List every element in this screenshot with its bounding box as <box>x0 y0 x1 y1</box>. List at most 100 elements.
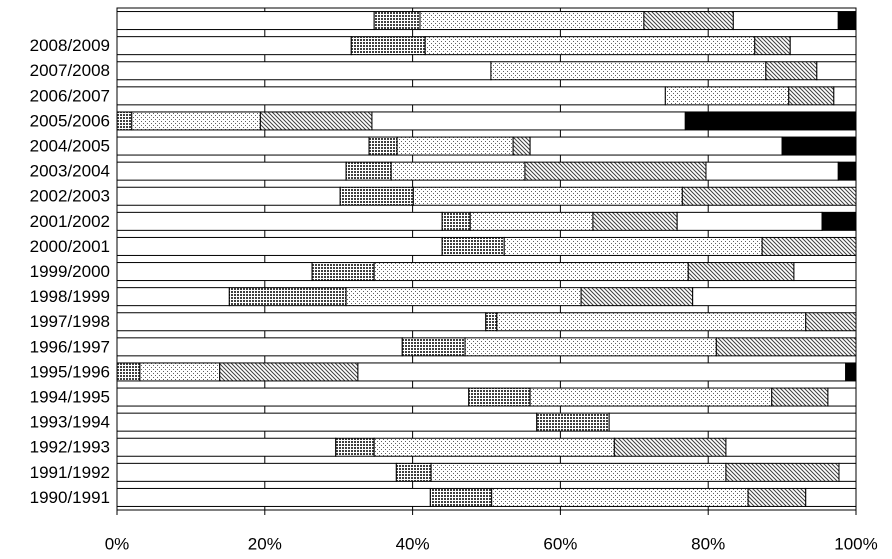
bar-segment <box>139 362 221 382</box>
bar-segment <box>485 312 498 332</box>
y-tick-label: 1998/1999 <box>30 287 110 306</box>
bar-segment <box>401 337 466 357</box>
y-tick-label: 2008/2009 <box>30 36 110 55</box>
bar-segment <box>116 111 133 131</box>
bar-segment <box>311 262 375 282</box>
bar-segment <box>131 111 261 131</box>
bar-segment <box>788 86 835 106</box>
y-tick-label: 2003/2004 <box>30 162 110 181</box>
bar-segment <box>805 312 857 332</box>
x-tick-label: 100% <box>834 534 877 553</box>
bar-segment <box>491 487 749 507</box>
bar-segment <box>116 312 487 332</box>
bar-segment <box>715 337 857 357</box>
x-tick-label: 20% <box>248 534 282 553</box>
bar-segment <box>816 61 857 81</box>
bar-segment <box>116 136 370 156</box>
bar-segment <box>430 462 727 482</box>
bar-segment <box>345 161 392 181</box>
bar-segment <box>490 61 767 81</box>
bar-segment <box>821 211 857 231</box>
x-tick-label: 60% <box>543 534 577 553</box>
bar-segment <box>676 211 823 231</box>
bar-segment <box>395 462 432 482</box>
bar-segment <box>580 287 694 307</box>
bar-segment <box>837 161 857 181</box>
x-tick-label: 40% <box>396 534 430 553</box>
bar-segment <box>664 86 790 106</box>
bar-segment <box>412 186 683 206</box>
bar-segment <box>259 111 373 131</box>
y-tick-label: 1999/2000 <box>30 262 110 281</box>
bar-segment <box>116 437 337 457</box>
x-tick-label: 0% <box>105 534 130 553</box>
bar-segment <box>845 362 857 382</box>
y-tick-label: 1993/1994 <box>30 413 110 432</box>
bar-segment <box>339 186 414 206</box>
bar-segment <box>643 11 734 31</box>
bar-segment <box>681 186 857 206</box>
bar-segment <box>350 36 426 56</box>
bar-segment <box>429 487 493 507</box>
bar-segment <box>592 211 678 231</box>
y-tick-label: 2005/2006 <box>30 111 110 130</box>
y-tick-label: 2004/2005 <box>30 137 110 156</box>
y-tick-label: 1990/1991 <box>30 488 110 507</box>
x-tick-label: 80% <box>691 534 725 553</box>
bar-segment <box>781 136 857 156</box>
bar-segment <box>732 11 839 31</box>
y-tick-label: 2002/2003 <box>30 187 110 206</box>
bar-segment <box>793 262 857 282</box>
bar-segment <box>805 487 857 507</box>
bar-segment <box>116 61 492 81</box>
bar-segment <box>419 11 645 31</box>
bar-segment <box>116 412 538 432</box>
bar-segment <box>529 387 773 407</box>
bar-segment <box>116 462 397 482</box>
y-tick-label: 1991/1992 <box>30 463 110 482</box>
bar-segment <box>761 236 857 256</box>
bar-segment <box>116 211 443 231</box>
bar-segment <box>116 11 375 31</box>
bar-segment <box>464 337 717 357</box>
bar-segment <box>116 387 470 407</box>
bar-segment <box>116 86 666 106</box>
bar-segment <box>613 437 727 457</box>
bar-segment <box>345 287 582 307</box>
bar-segment <box>116 362 141 382</box>
bar-segment <box>116 186 341 206</box>
bar-segment <box>837 11 857 31</box>
bar-segment <box>371 111 686 131</box>
y-tick-label: 1994/1995 <box>30 388 110 407</box>
bar-segment <box>335 437 375 457</box>
plot-frame <box>116 7 857 511</box>
bar-segment <box>512 136 531 156</box>
bar-segment <box>705 161 839 181</box>
bar-segment <box>373 262 689 282</box>
y-tick-label: 2001/2002 <box>30 212 110 231</box>
y-tick-label: 1997/1998 <box>30 312 110 331</box>
bar-segment <box>116 487 431 507</box>
bar-segment <box>390 161 526 181</box>
bar-segment <box>396 136 514 156</box>
bar-segment <box>441 236 505 256</box>
bar-segment <box>469 211 594 231</box>
y-tick-label: 2007/2008 <box>30 61 110 80</box>
bar-segment <box>468 387 531 407</box>
bar-segment <box>116 236 443 256</box>
bar-segment <box>529 136 783 156</box>
bar-segment <box>536 412 610 432</box>
y-tick-label: 2000/2001 <box>30 237 110 256</box>
bar-segment <box>116 262 313 282</box>
y-tick-label: 1995/1996 <box>30 362 110 381</box>
bar-segment <box>833 86 857 106</box>
bar-segment <box>228 287 347 307</box>
bar-segment <box>827 387 857 407</box>
bar-segment <box>692 287 857 307</box>
bar-segment <box>219 362 359 382</box>
bar-segment <box>116 161 347 181</box>
bar-segment <box>116 36 352 56</box>
bar-segment <box>747 487 807 507</box>
bar-segment <box>441 211 471 231</box>
